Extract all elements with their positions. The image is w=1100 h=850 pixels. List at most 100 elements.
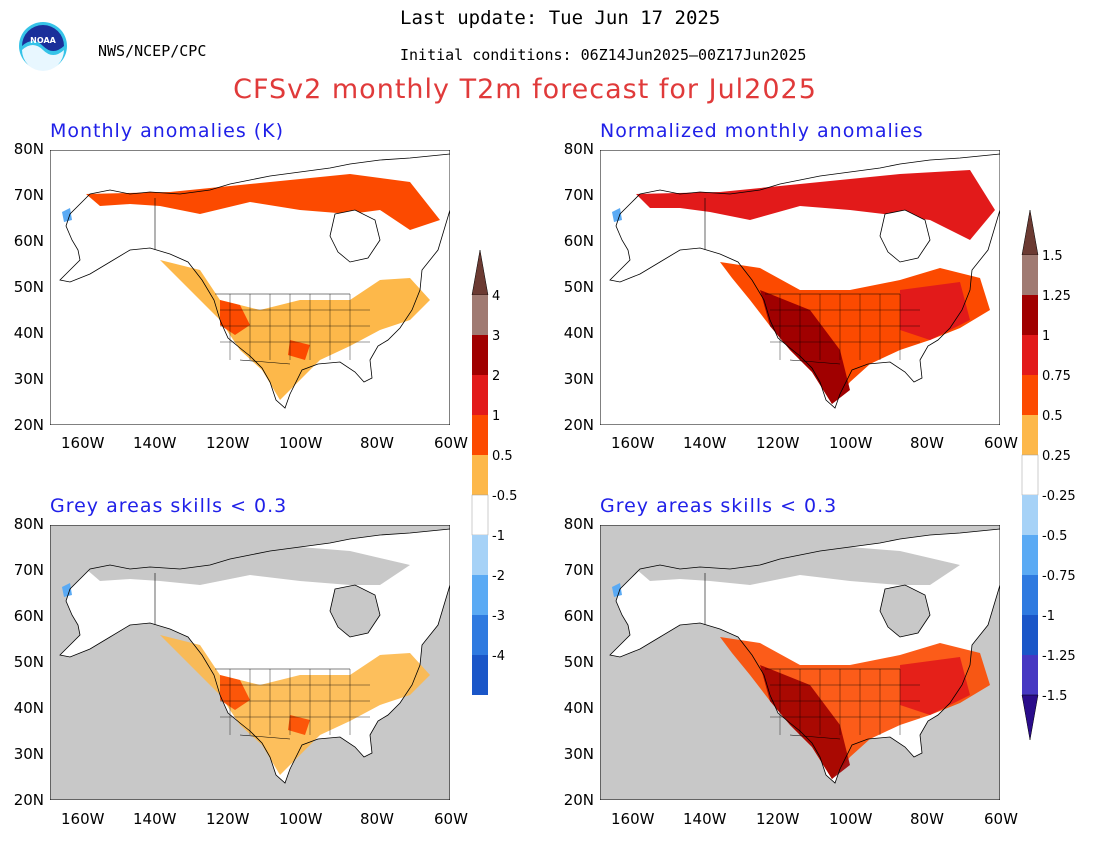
colorbar-label: 0.5 [492, 449, 513, 464]
lat-label: 20N [13, 791, 44, 809]
colorbar-segment [1022, 255, 1038, 295]
lat-label: 40N [13, 324, 44, 342]
lon-label: 60W [434, 434, 468, 452]
lon-label: 160W [61, 434, 105, 452]
lon-label: 160W [61, 810, 105, 828]
lat-label: 20N [563, 416, 594, 434]
lat-label: 80N [13, 140, 44, 158]
lat-label: 70N [563, 186, 594, 204]
colorbar-label: 1 [1042, 329, 1051, 344]
lat-label: 30N [563, 745, 594, 763]
colorbar-segment [1022, 615, 1038, 655]
colorbar-segment [1022, 495, 1038, 535]
lat-label: 50N [13, 278, 44, 296]
colorbar-segment [1022, 575, 1038, 615]
lat-label: 30N [13, 370, 44, 388]
lon-label: 100W [829, 434, 873, 452]
colorbar-label: -0.5 [1042, 529, 1068, 544]
colorbar-segment [472, 535, 488, 575]
colorbar-label: -0.5 [492, 489, 518, 504]
map-anomalies [50, 150, 450, 425]
colorbar-segment [1022, 415, 1038, 455]
main-title: CFSv2 monthly T2m forecast for Jul2025 [233, 74, 817, 105]
lon-axis-bottom-left: 160W 140W 120W 100W 80W 60W [50, 810, 470, 830]
lat-label: 40N [563, 324, 594, 342]
lon-label: 80W [910, 434, 944, 452]
colorbar-segment [472, 335, 488, 375]
colorbar-segment [472, 655, 488, 695]
colorbar-segment [472, 575, 488, 615]
colorbar-cap-top [1021, 210, 1039, 256]
lat-axis-top-left: 80N 70N 60N 50N 40N 30N 20N [0, 140, 44, 440]
lon-label: 80W [910, 810, 944, 828]
lat-label: 30N [563, 370, 594, 388]
colorbar-segment [1022, 655, 1038, 695]
lon-label: 100W [829, 810, 873, 828]
lat-label: 70N [13, 561, 44, 579]
colorbar-label: 1 [492, 409, 501, 424]
lat-label: 60N [563, 232, 594, 250]
panel-title-skill-normalized: Grey areas skills < 0.3 [600, 495, 838, 517]
colorbar-label: 3 [492, 329, 501, 344]
colorbar-segment [1021, 454, 1039, 496]
colorbar-label: 4 [492, 289, 501, 304]
lon-label: 100W [279, 434, 323, 452]
lon-label: 120W [206, 434, 250, 452]
colorbar-label: 0.75 [1042, 369, 1071, 384]
lat-label: 50N [13, 653, 44, 671]
lat-label: 80N [563, 140, 594, 158]
lat-label: 70N [13, 186, 44, 204]
colorbar-label: -1.25 [1042, 649, 1076, 664]
colorbar-label: 0.25 [1042, 449, 1071, 464]
lon-label: 80W [360, 810, 394, 828]
colorbar-label: -1 [1042, 609, 1055, 624]
colorbar-segment [1022, 375, 1038, 415]
lon-label: 60W [984, 434, 1018, 452]
colorbar-segment [472, 455, 488, 495]
colorbar-anomalies [471, 250, 489, 695]
lat-label: 50N [563, 278, 594, 296]
colorbar-cap-top [471, 250, 489, 296]
lat-label: 50N [563, 653, 594, 671]
lon-axis-top-left: 160W 140W 120W 100W 80W 60W [50, 434, 470, 454]
lon-label: 160W [611, 810, 655, 828]
colorbar-label: -1 [492, 529, 505, 544]
lon-axis-bottom-right: 160W 140W 120W 100W 80W 60W [600, 810, 1020, 830]
lon-label: 100W [279, 810, 323, 828]
colorbar-label: 0.5 [1042, 409, 1063, 424]
colorbar-label: -4 [492, 649, 505, 664]
panel-title-anomalies: Monthly anomalies (K) [50, 120, 285, 142]
lat-label: 20N [563, 791, 594, 809]
colorbar-segment [1022, 295, 1038, 335]
lat-axis-bottom-right: 80N 70N 60N 50N 40N 30N 20N [550, 515, 594, 815]
map-skill-anomalies [50, 525, 450, 800]
map-normalized [600, 150, 1000, 425]
panel-title-normalized: Normalized monthly anomalies [600, 120, 924, 142]
lon-label: 120W [756, 434, 800, 452]
lat-label: 60N [13, 607, 44, 625]
colorbar-label: -1.5 [1042, 689, 1068, 704]
panel-title-skill-anomalies: Grey areas skills < 0.3 [50, 495, 288, 517]
lon-label: 120W [206, 810, 250, 828]
lon-label: 140W [683, 810, 727, 828]
lat-label: 60N [563, 607, 594, 625]
colorbar-label: -0.25 [1042, 489, 1076, 504]
map-skill-normalized [600, 525, 1000, 800]
lon-label: 140W [133, 810, 177, 828]
colorbar-normalized [1021, 210, 1039, 740]
agency-label: NWS/NCEP/CPC [98, 42, 207, 60]
lon-label: 140W [133, 434, 177, 452]
noaa-logo: NOAA [18, 16, 68, 76]
lon-label: 60W [434, 810, 468, 828]
lat-label: 40N [13, 699, 44, 717]
lat-label: 80N [13, 515, 44, 533]
initial-conditions: Initial conditions: 06Z14Jun2025–00Z17Ju… [400, 46, 807, 64]
colorbar-segment [471, 494, 489, 536]
colorbar-segment [472, 615, 488, 655]
lon-label: 120W [756, 810, 800, 828]
svg-text:NOAA: NOAA [30, 36, 56, 45]
lat-label: 30N [13, 745, 44, 763]
colorbar-cap-bottom [1021, 694, 1039, 740]
lon-label: 80W [360, 434, 394, 452]
colorbar-label: -2 [492, 569, 505, 584]
